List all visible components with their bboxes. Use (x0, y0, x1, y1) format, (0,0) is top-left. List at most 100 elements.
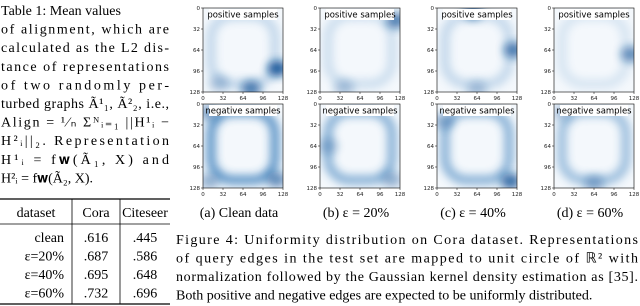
heatmap (554, 104, 634, 188)
table-cell: ε=20% (25, 250, 65, 265)
heatmap (203, 8, 283, 92)
density-blob (334, 79, 354, 92)
title-bg (209, 9, 277, 20)
table-caption-line: tance of representations (1, 60, 169, 75)
density-blob (266, 171, 283, 188)
figure-caption-line: Both positive and negative edges are exp… (176, 289, 592, 304)
table (0, 198, 170, 305)
figure-caption-line: Figure 4: Uniformity distribution on Cor… (176, 233, 638, 248)
panel-title: negative samples (322, 107, 398, 117)
x-tick-label: 128 (395, 96, 406, 102)
x-tick-label: 96 (260, 192, 267, 198)
y-tick-label: 0 (197, 6, 201, 12)
y-tick-label: 96 (427, 165, 434, 171)
table-caption-line: H²ᵢ = f𝐰(Ã₂, X). (1, 170, 93, 186)
table-caption-line: of alignment, which are (1, 23, 169, 38)
y-tick-label: 128 (541, 90, 552, 96)
x-tick-label: 64 (474, 96, 481, 102)
table-cell: clean (34, 231, 64, 246)
table-cell: .696 (133, 287, 158, 302)
table-cell: .695 (84, 268, 109, 283)
x-tick-label: 0 (201, 192, 205, 198)
panel-title: positive samples (441, 11, 513, 21)
x-tick-label: 128 (512, 96, 523, 102)
y-tick-label: 32 (193, 123, 200, 129)
y-tick-label: 96 (427, 69, 434, 75)
x-tick-label: 96 (377, 192, 384, 198)
figure-caption-line: normalization followed by the Gaussian k… (176, 270, 638, 285)
subcaption: (c) ε = 40% (440, 206, 506, 221)
density-blob (500, 173, 517, 188)
density-blob (209, 75, 229, 92)
x-tick-label: 128 (512, 192, 523, 198)
y-tick-label: 32 (310, 123, 317, 129)
y-tick-label: 32 (427, 27, 434, 33)
table-caption-line: calculated as the L2 dis- (1, 41, 169, 56)
panel-title: positive samples (207, 11, 279, 21)
subcaption: (d) ε = 60% (557, 206, 624, 221)
x-tick-label: 64 (591, 192, 598, 198)
table-cell: .648 (133, 268, 158, 283)
table-cell: .732 (84, 287, 109, 302)
y-tick-label: 64 (310, 144, 317, 150)
y-tick-label: 128 (307, 186, 318, 192)
table-header: Citeseer (122, 206, 168, 221)
density-blob (267, 60, 283, 77)
heatmap (320, 8, 400, 92)
y-tick-label: 96 (544, 165, 551, 171)
title-bg (443, 105, 511, 116)
table-caption-line: Align = ¹⁄ₙ Σᴺᵢ₌₁ ||H¹ᵢ − (1, 116, 169, 131)
x-tick-label: 32 (220, 192, 227, 198)
x-tick-label: 96 (377, 96, 384, 102)
density-blob (620, 46, 634, 63)
y-tick-label: 64 (193, 48, 200, 54)
title-bg (443, 9, 511, 20)
x-tick-label: 32 (454, 96, 461, 102)
x-tick-label: 64 (357, 192, 364, 198)
x-tick-label: 0 (552, 192, 556, 198)
y-tick-label: 64 (193, 144, 200, 150)
x-tick-label: 96 (494, 96, 501, 102)
title-bg (560, 9, 628, 20)
x-tick-label: 0 (201, 96, 205, 102)
table-caption-line: Table 1: Mean values (1, 4, 121, 19)
table-header: Cora (82, 206, 110, 221)
y-tick-label: 32 (193, 27, 200, 33)
x-tick-label: 96 (611, 192, 618, 198)
table-caption-line: of two randomly per- (1, 78, 169, 93)
y-tick-label: 64 (427, 144, 434, 150)
x-tick-label: 128 (629, 192, 640, 198)
y-tick-label: 96 (193, 69, 200, 75)
y-tick-label: 64 (544, 48, 551, 54)
x-tick-label: 32 (337, 96, 344, 102)
x-tick-label: 96 (260, 96, 267, 102)
x-tick-label: 128 (278, 192, 289, 198)
x-tick-label: 128 (278, 96, 289, 102)
panel-title: negative samples (556, 107, 632, 117)
density-blob (203, 173, 220, 188)
title-bg (326, 105, 394, 116)
panel-title: positive samples (558, 11, 630, 21)
x-tick-label: 128 (395, 192, 406, 198)
y-tick-label: 0 (431, 102, 435, 108)
table-cell: .616 (84, 231, 109, 246)
y-tick-label: 64 (544, 144, 551, 150)
panel-title: negative samples (205, 107, 281, 117)
y-tick-label: 0 (548, 102, 552, 108)
y-tick-label: 0 (197, 102, 201, 108)
y-tick-label: 96 (310, 69, 317, 75)
subcaption: (b) ε = 20% (323, 206, 390, 221)
y-tick-label: 0 (314, 6, 318, 12)
y-tick-label: 0 (548, 6, 552, 12)
x-tick-label: 64 (240, 192, 247, 198)
x-tick-label: 64 (591, 96, 598, 102)
density-blob (467, 81, 487, 92)
table-caption-line: H¹ᵢ = f𝐰(Ã₁, X) and (1, 152, 169, 168)
density-blob (584, 175, 604, 188)
density-blob (241, 80, 261, 92)
y-tick-label: 128 (541, 186, 552, 192)
x-tick-label: 0 (318, 192, 322, 198)
x-tick-label: 0 (435, 192, 439, 198)
y-tick-label: 128 (424, 186, 435, 192)
